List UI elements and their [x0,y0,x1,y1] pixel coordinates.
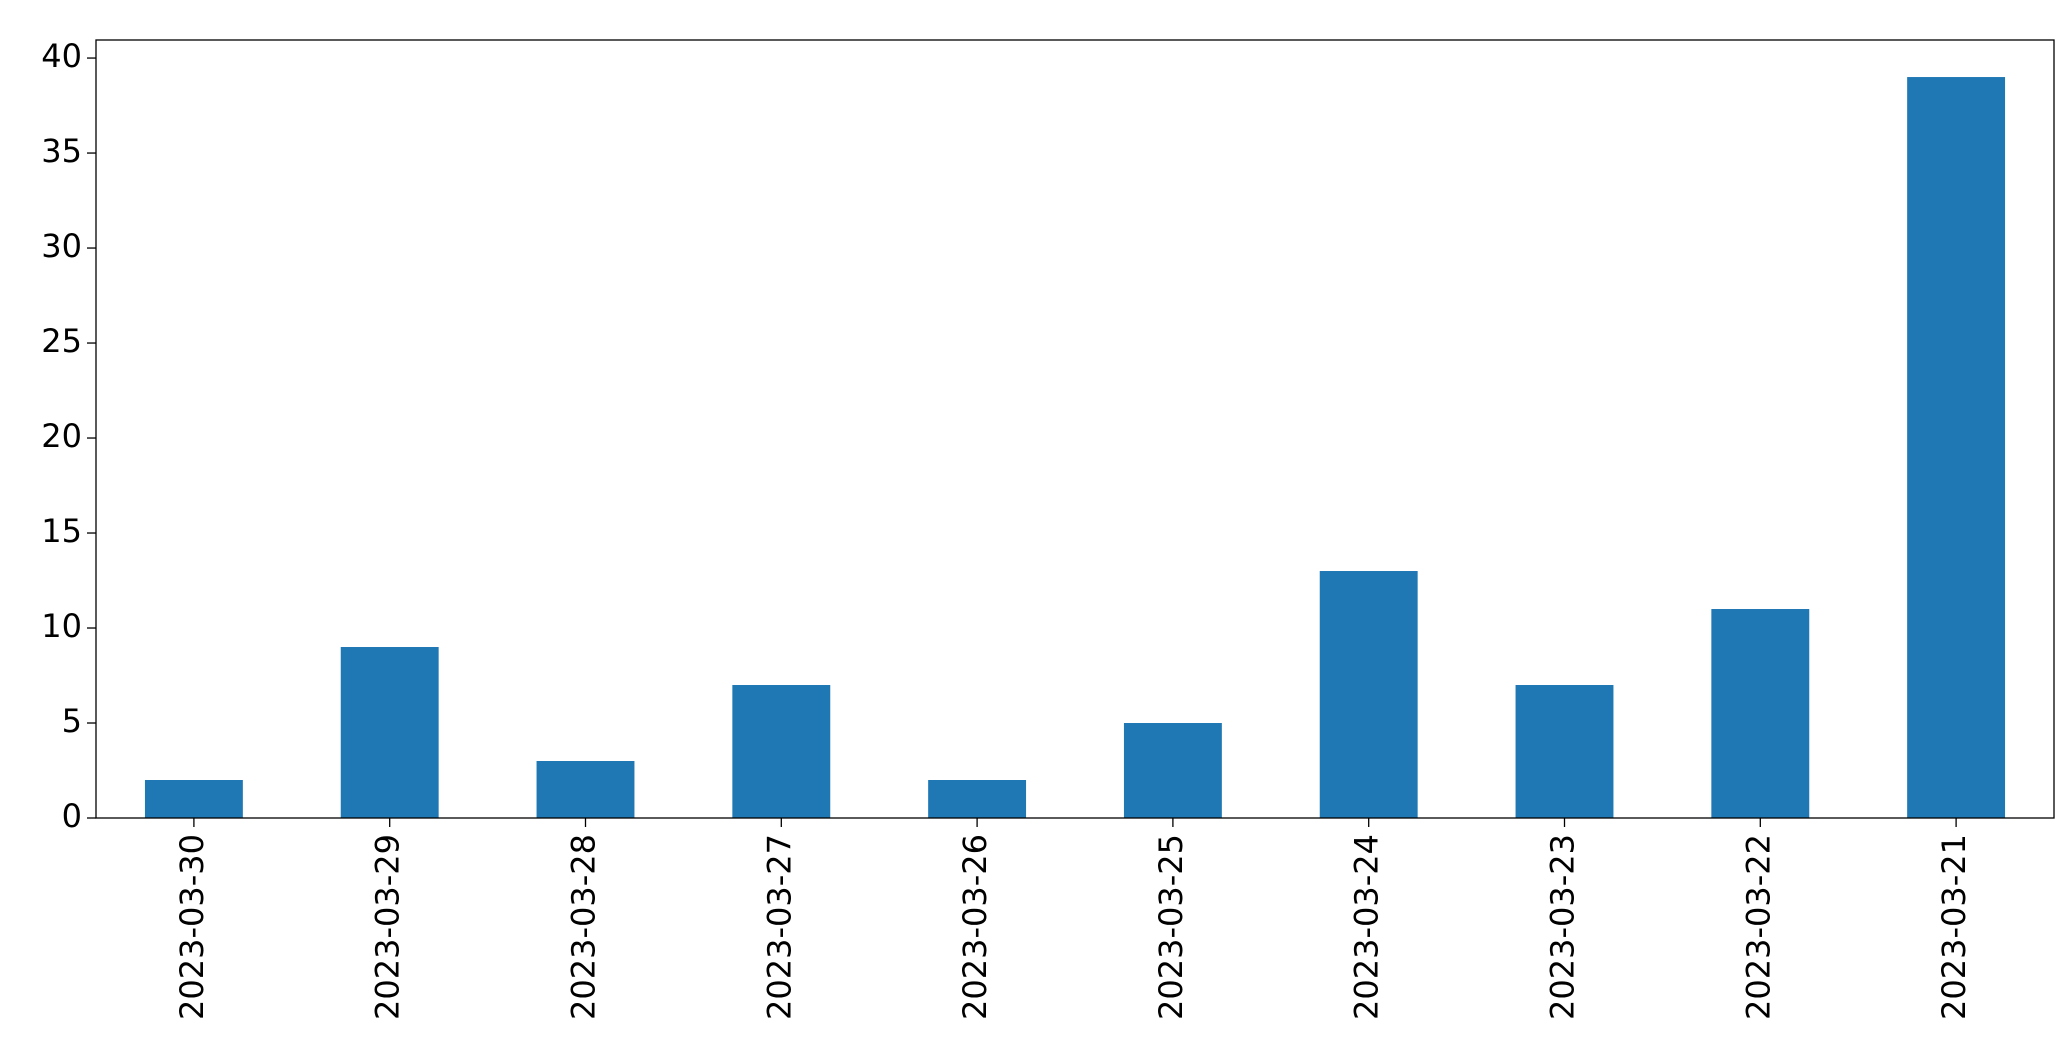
y-tick-label: 15 [41,512,82,550]
x-tick-label: 2023-03-21 [1935,834,1973,1020]
y-tick-label: 0 [62,797,82,835]
x-tick-label: 2023-03-22 [1739,834,1777,1020]
y-tick-label: 10 [41,607,82,645]
plot-frame [95,39,2055,819]
bar [1907,77,2006,819]
bar [340,647,439,818]
y-tick-label: 40 [41,37,82,75]
y-tick-label: 35 [41,132,82,170]
bar [144,780,243,818]
x-tick-label: 2023-03-30 [173,834,211,1020]
x-tick-label: 2023-03-23 [1544,834,1582,1020]
bar [1711,609,1810,818]
bar [928,780,1027,818]
y-tick-label: 5 [62,702,82,740]
x-tick-label: 2023-03-26 [956,834,994,1020]
x-tick-label: 2023-03-27 [760,834,798,1020]
x-tick-label: 2023-03-25 [1152,834,1190,1020]
y-tick-label: 30 [41,227,82,265]
bar [1319,571,1418,818]
x-tick-label: 2023-03-28 [565,834,603,1020]
y-tick-label: 20 [41,417,82,455]
bar [1515,685,1614,818]
y-tick-label: 25 [41,322,82,360]
x-tick-label: 2023-03-29 [369,834,407,1020]
bar [1123,723,1222,818]
x-tick-label: 2023-03-24 [1348,834,1386,1020]
bar [732,685,831,818]
bar [536,761,635,818]
